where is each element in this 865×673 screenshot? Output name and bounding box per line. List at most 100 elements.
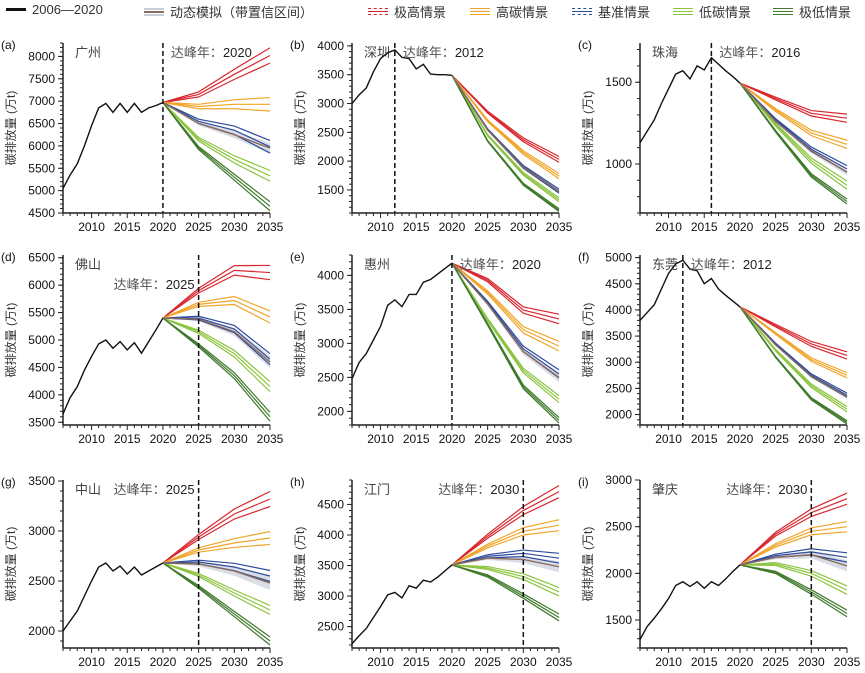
panel-label: (a) xyxy=(1,38,16,52)
legend-ex-high-label: 极高情景 xyxy=(394,5,447,20)
y-tick-label: 1500 xyxy=(605,613,632,627)
low-scenario-line xyxy=(451,74,560,199)
x-tick-label: 2010 xyxy=(655,432,682,446)
low-scenario-line xyxy=(162,102,271,177)
panel-label: (f) xyxy=(578,250,589,264)
ex-high-scenario-line xyxy=(162,490,271,564)
y-tick-label: 2000 xyxy=(317,404,344,418)
y-tick-label: 2500 xyxy=(317,125,344,139)
x-tick-label: 2025 xyxy=(474,432,501,446)
x-tick-label: 2015 xyxy=(403,432,430,446)
y-tick-label: 4000 xyxy=(317,39,344,53)
peak-year-label: 达峰年：2025 xyxy=(114,277,195,292)
dynamic-simulation-line xyxy=(162,562,271,584)
peak-year-label: 达峰年：2012 xyxy=(691,257,772,272)
low-scenario-line xyxy=(451,564,560,593)
ex-high-scenario-line xyxy=(739,492,848,566)
y-tick-label: 3500 xyxy=(28,474,55,488)
base-scenario-line xyxy=(162,101,271,142)
x-tick-label: 2010 xyxy=(78,432,105,446)
dynamic-simulation-line xyxy=(739,553,848,567)
y-tick-label: 6500 xyxy=(28,117,55,131)
x-tick-label: 2030 xyxy=(510,220,537,234)
low-scenario-line xyxy=(739,561,848,587)
y-tick-label: 5000 xyxy=(28,184,55,198)
base-scenario-line xyxy=(451,549,560,566)
ex-high-scenario-line xyxy=(162,264,271,319)
x-tick-label: 2015 xyxy=(691,655,718,669)
y-tick-label: 3000 xyxy=(28,524,55,538)
y-tick-label: 4500 xyxy=(317,497,344,511)
x-tick-label: 2020 xyxy=(150,220,177,234)
x-tick-label: 2035 xyxy=(546,220,573,234)
y-tick-label: 4500 xyxy=(28,360,55,374)
ex-low-scenario-line xyxy=(162,102,271,203)
ex-high-scenario-line xyxy=(451,74,560,158)
x-tick-label: 2030 xyxy=(221,432,248,446)
panel-label: (c) xyxy=(578,38,592,52)
ex-high-scenario-line xyxy=(162,269,271,319)
x-tick-label: 2010 xyxy=(655,655,682,669)
ex-high-scenario-line xyxy=(451,484,560,566)
x-tick-label: 2020 xyxy=(439,655,466,669)
dynamic-simulation-line xyxy=(162,317,271,363)
high-scenario-line xyxy=(739,526,848,566)
panel-i: 2010 2015 2020 2025 2030 2035 1500 2000 2500 3000… xyxy=(578,473,861,669)
x-tick-label: 2025 xyxy=(762,432,789,446)
x-tick-label: 2015 xyxy=(114,432,141,446)
y-tick-label: 5500 xyxy=(28,161,55,175)
high-scenario-line xyxy=(162,101,270,108)
ex-high-scenario-line xyxy=(739,82,848,115)
y-axis-label: 碳排放量 (万t) xyxy=(292,527,307,602)
high-scenario-line xyxy=(739,306,848,376)
panel-label: (g) xyxy=(1,475,16,489)
panel-label: (i) xyxy=(578,475,589,489)
y-tick-label: 2500 xyxy=(605,381,632,395)
city-name: 深圳 xyxy=(364,45,390,60)
history-line xyxy=(62,317,164,415)
x-tick-label: 2015 xyxy=(114,655,141,669)
dynamic-confidence-band xyxy=(739,83,847,176)
y-axis-label: 碳排放量 (万t) xyxy=(3,527,18,602)
y-tick-label: 7000 xyxy=(28,94,55,108)
y-tick-label: 1000 xyxy=(605,157,632,171)
high-scenario-line xyxy=(162,299,271,319)
y-tick-label: 4000 xyxy=(605,303,632,317)
legend-history: 2006—2020 xyxy=(6,2,103,17)
legend-high-label: 高碳情景 xyxy=(496,5,549,20)
panel-label: (e) xyxy=(290,250,305,264)
base-scenario-line xyxy=(739,548,848,566)
y-axis-label: 碳排放量 (万t) xyxy=(580,91,595,166)
low-scenario-line xyxy=(162,102,271,182)
city-name: 中山 xyxy=(75,482,101,497)
dynamic-confidence-band xyxy=(162,102,270,154)
x-tick-label: 2020 xyxy=(727,655,754,669)
low-scenario-line xyxy=(739,563,848,591)
x-tick-label: 2025 xyxy=(474,220,501,234)
y-axis-label: 碳排放量 (万t) xyxy=(580,527,595,602)
high-scenario-line xyxy=(162,101,271,112)
x-tick-label: 2015 xyxy=(114,220,141,234)
x-tick-label: 2035 xyxy=(257,432,284,446)
city-name: 珠海 xyxy=(652,45,678,60)
y-tick-label: 2000 xyxy=(605,408,632,422)
y-tick-label: 4000 xyxy=(317,268,344,282)
low-swatch xyxy=(673,8,693,15)
high-scenario-line xyxy=(162,96,271,105)
low-scenario-line xyxy=(451,262,560,404)
high-swatch xyxy=(470,8,490,15)
ex-high-scenario-line xyxy=(451,497,560,566)
dynamic-simulation-line xyxy=(451,557,560,568)
panel-h: 2010 2015 2020 2025 2030 2035 2500 3000 3500 4000… xyxy=(290,475,573,669)
x-tick-label: 2010 xyxy=(78,220,105,234)
x-tick-label: 2030 xyxy=(510,432,537,446)
y-tick-label: 6500 xyxy=(28,251,55,265)
ex-low-scenario-line xyxy=(451,74,560,210)
base-scenario-line xyxy=(451,262,560,371)
y-tick-label: 2000 xyxy=(28,624,55,638)
x-tick-label: 2020 xyxy=(727,220,754,234)
legend-low-label: 低碳情景 xyxy=(699,5,752,20)
y-axis-label: 碳排放量 (万t) xyxy=(580,303,595,378)
ex-high-scenario-line xyxy=(451,262,560,315)
base-scenario-line xyxy=(739,551,848,566)
